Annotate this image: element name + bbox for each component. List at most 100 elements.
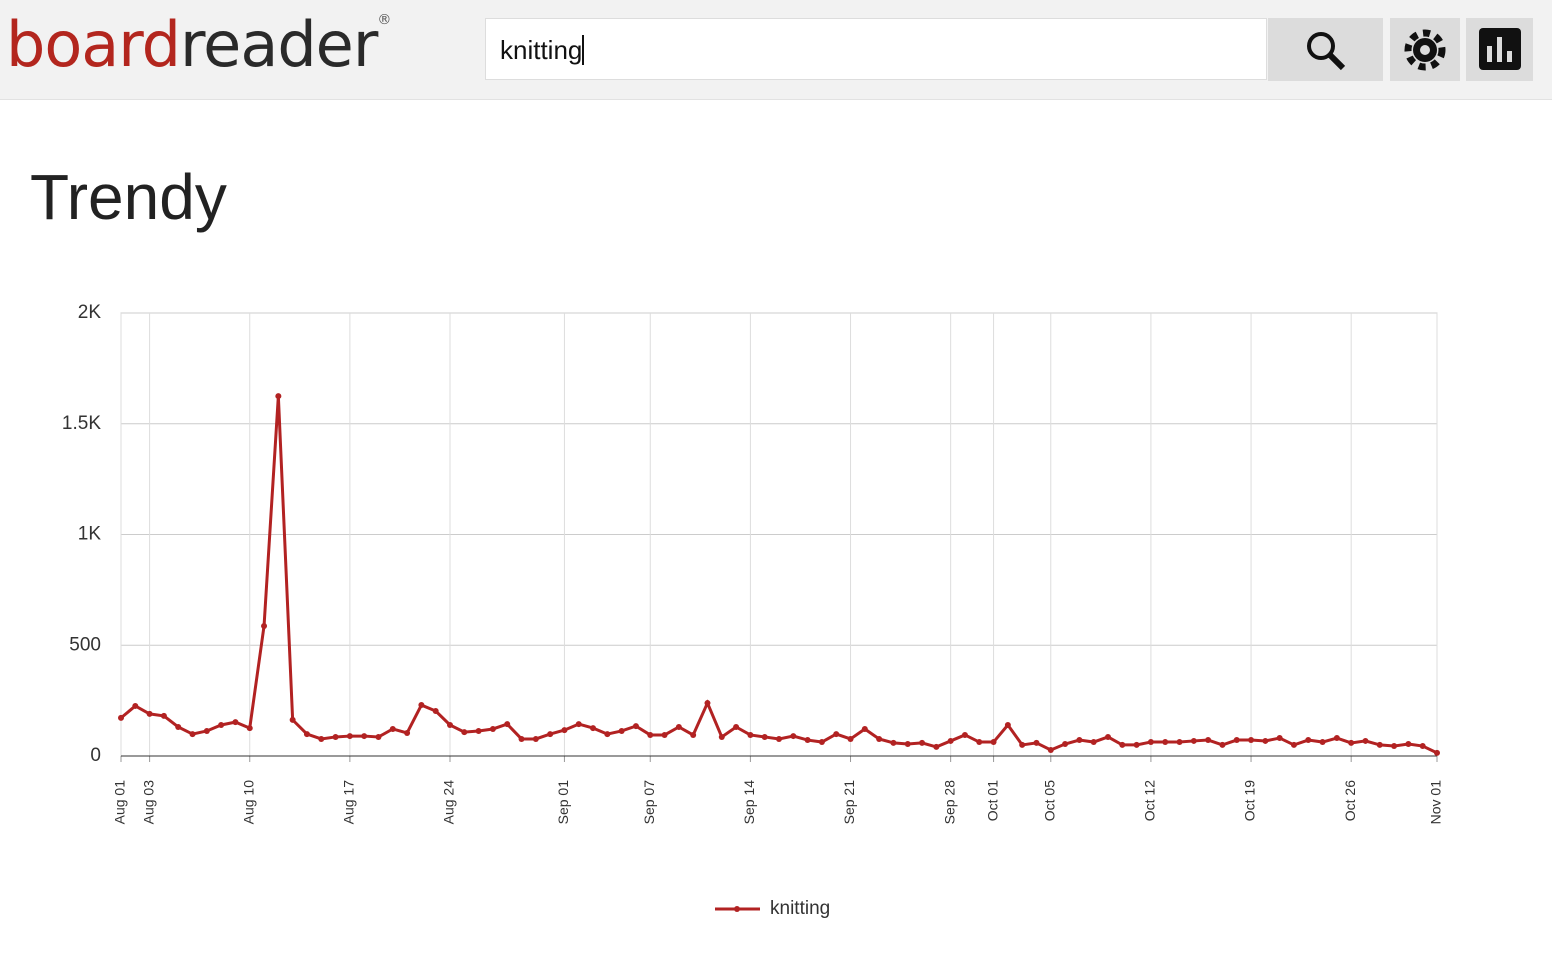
data-point: [1033, 739, 1040, 746]
page-heading: Trendy: [30, 161, 227, 233]
data-point: [418, 702, 425, 709]
data-point: [1090, 739, 1097, 746]
data-point: [1219, 741, 1226, 748]
data-point: [532, 735, 539, 742]
data-point: [704, 700, 711, 707]
data-point: [518, 735, 525, 742]
legend-marker: [734, 906, 740, 912]
data-point: [175, 723, 182, 730]
data-point: [790, 733, 797, 740]
data-point: [160, 712, 167, 719]
data-point: [647, 731, 654, 738]
x-tick-label: Aug 03: [140, 780, 156, 825]
data-point: [261, 622, 268, 629]
settings-icon: [1404, 29, 1446, 71]
data-point: [1434, 749, 1440, 756]
data-point: [1062, 741, 1069, 748]
data-point: [718, 733, 725, 740]
data-point: [289, 716, 296, 723]
data-point: [332, 733, 339, 740]
data-point: [804, 737, 811, 744]
data-point: [118, 714, 124, 721]
data-point: [1333, 735, 1340, 742]
settings-button[interactable]: [1390, 18, 1460, 81]
data-point: [919, 739, 926, 746]
data-point: [1004, 721, 1011, 728]
data-point: [933, 743, 940, 750]
data-point: [461, 729, 468, 736]
x-tick-label: Sep 01: [555, 780, 571, 825]
data-point: [632, 723, 639, 730]
x-tick-label: Oct 26: [1342, 780, 1358, 821]
stats-icon: [1479, 28, 1521, 70]
data-point: [218, 721, 225, 728]
data-point: [1248, 737, 1255, 744]
data-point: [404, 729, 411, 736]
data-point: [1319, 739, 1326, 746]
y-tick-label: 0: [90, 745, 101, 766]
data-point: [976, 739, 983, 746]
data-point: [1348, 739, 1355, 746]
x-tick-label: Aug 10: [240, 780, 256, 825]
data-point: [189, 731, 196, 738]
search-button[interactable]: [1268, 18, 1383, 81]
logo-text: reader: [180, 8, 378, 81]
data-point: [833, 731, 840, 738]
data-point: [818, 739, 825, 746]
y-tick-label: 500: [69, 634, 101, 655]
data-point: [876, 735, 883, 742]
data-point: [990, 739, 997, 746]
data-point: [904, 741, 911, 748]
data-point: [561, 727, 568, 734]
x-tick-label: Sep 07: [641, 780, 657, 825]
data-point: [947, 737, 954, 744]
logo-mark: ®: [377, 12, 391, 28]
data-point: [1190, 737, 1197, 744]
search-input[interactable]: knitting: [485, 18, 1267, 80]
data-point: [1147, 739, 1154, 746]
data-point: [232, 719, 239, 726]
x-tick-label: Aug 17: [341, 780, 357, 825]
data-point: [132, 702, 139, 709]
data-point: [346, 733, 353, 740]
logo-text: board: [6, 8, 181, 81]
data-point: [675, 723, 682, 730]
data-point: [547, 731, 554, 738]
x-tick-label: Sep 21: [841, 780, 857, 825]
data-point: [1391, 743, 1398, 750]
data-point: [604, 731, 611, 738]
data-point: [961, 731, 968, 738]
data-point: [246, 725, 253, 732]
data-point: [1276, 735, 1283, 742]
stats-button[interactable]: [1466, 18, 1533, 81]
data-point: [618, 727, 625, 734]
legend-label: knitting: [770, 898, 830, 919]
logo[interactable]: boardreader®: [6, 8, 391, 81]
search-text: knitting: [500, 35, 585, 65]
x-tick-label: Oct 05: [1041, 780, 1057, 821]
x-tick-label: Aug 24: [441, 780, 457, 825]
data-point: [361, 733, 368, 740]
data-point: [1233, 737, 1240, 744]
y-tick-label: 1K: [78, 524, 102, 545]
data-point: [504, 721, 511, 728]
header: boardreader® knitting: [0, 0, 1552, 100]
data-point: [1105, 733, 1111, 740]
data-point: [590, 725, 597, 732]
data-point: [1162, 739, 1169, 746]
search-icon: [1307, 32, 1346, 71]
data-point: [1262, 737, 1269, 744]
data-point: [1376, 741, 1383, 748]
data-point: [1305, 737, 1312, 744]
data-point: [203, 727, 210, 734]
data-point: [375, 733, 382, 740]
data-point: [1076, 737, 1083, 744]
data-point: [1205, 737, 1212, 744]
data-point: [661, 731, 668, 738]
data-point: [432, 708, 439, 715]
data-point: [1047, 747, 1054, 754]
data-point: [318, 735, 325, 742]
data-point: [1133, 741, 1140, 748]
